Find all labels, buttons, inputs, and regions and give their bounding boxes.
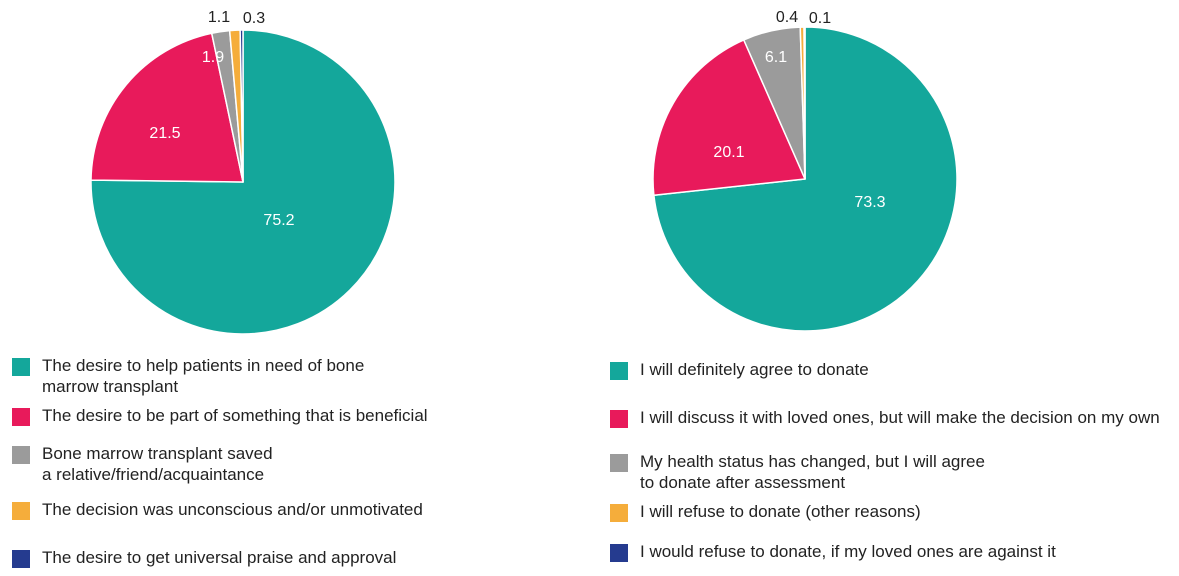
data-label-right-2: 20.1	[713, 144, 744, 161]
legend-item-left-5: The desire to get universal praise and a…	[12, 547, 396, 568]
legend-swatch	[610, 504, 628, 522]
legend-swatch	[610, 544, 628, 562]
legend-label: I will discuss it with loved ones, but w…	[640, 408, 1160, 427]
data-label-left-4: 1.1	[208, 9, 230, 26]
data-label-right-5: 0.1	[809, 10, 831, 27]
data-label-right-1: 73.3	[854, 194, 885, 211]
legend-item-right-3: My health status has changed, but I will…	[610, 451, 985, 493]
legend-item-right-2: I will discuss it with loved ones, but w…	[610, 407, 1160, 428]
pie-chart-left: 75.2 21.5 1.9 1.1 0.3	[90, 9, 396, 335]
legend-item-right-4: I will refuse to donate (other reasons)	[610, 501, 921, 522]
data-label-right-4: 0.4	[776, 9, 798, 26]
legend-item-left-1: The desire to help patients in need of b…	[12, 355, 364, 397]
data-label-left-1: 75.2	[263, 212, 294, 229]
pie-slice-left-2	[90, 32, 244, 183]
legend-swatch	[610, 410, 628, 428]
legend-swatch	[12, 358, 30, 376]
legend-swatch	[610, 454, 628, 472]
legend-swatch	[12, 446, 30, 464]
legend-swatch	[610, 362, 628, 380]
legend-label: I will definitely agree to donate	[640, 360, 869, 379]
data-label-left-2: 21.5	[149, 125, 180, 142]
legend-label: The desire to be part of something that …	[42, 406, 428, 425]
pie-chart-right: 73.3 20.1 6.1 0.4 0.1	[652, 9, 958, 332]
legend-item-left-2: The desire to be part of something that …	[12, 405, 428, 426]
data-label-left-5: 0.3	[243, 10, 265, 27]
pie-slice-left-1	[90, 29, 396, 335]
legend-item-right-1: I will definitely agree to donate	[610, 359, 869, 380]
legend-label: I will refuse to donate (other reasons)	[640, 502, 921, 521]
legend-label: My health status has changed, but I will…	[640, 452, 985, 492]
legend-item-left-4: The decision was unconscious and/or unmo…	[12, 499, 423, 520]
legend-label: The desire to help patients in need of b…	[42, 356, 365, 396]
legend-item-right-5: I would refuse to donate, if my loved on…	[610, 541, 1056, 562]
legend-item-left-3: Bone marrow transplant saved a relative/…	[12, 443, 273, 485]
data-label-left-3: 1.9	[202, 49, 224, 66]
legend-swatch	[12, 408, 30, 426]
legend-swatch	[12, 502, 30, 520]
legend-label: The decision was unconscious and/or unmo…	[42, 500, 423, 519]
legend-label: Bone marrow transplant saved a relative/…	[42, 444, 273, 484]
legend-swatch	[12, 550, 30, 568]
legend-label: The desire to get universal praise and a…	[42, 548, 397, 567]
pie-slice-right-5	[803, 26, 806, 180]
legend-label: I would refuse to donate, if my loved on…	[640, 542, 1056, 561]
data-label-right-3: 6.1	[765, 49, 787, 66]
pie-slice-right-2	[652, 39, 806, 196]
pie-slice-left-5	[239, 29, 244, 183]
